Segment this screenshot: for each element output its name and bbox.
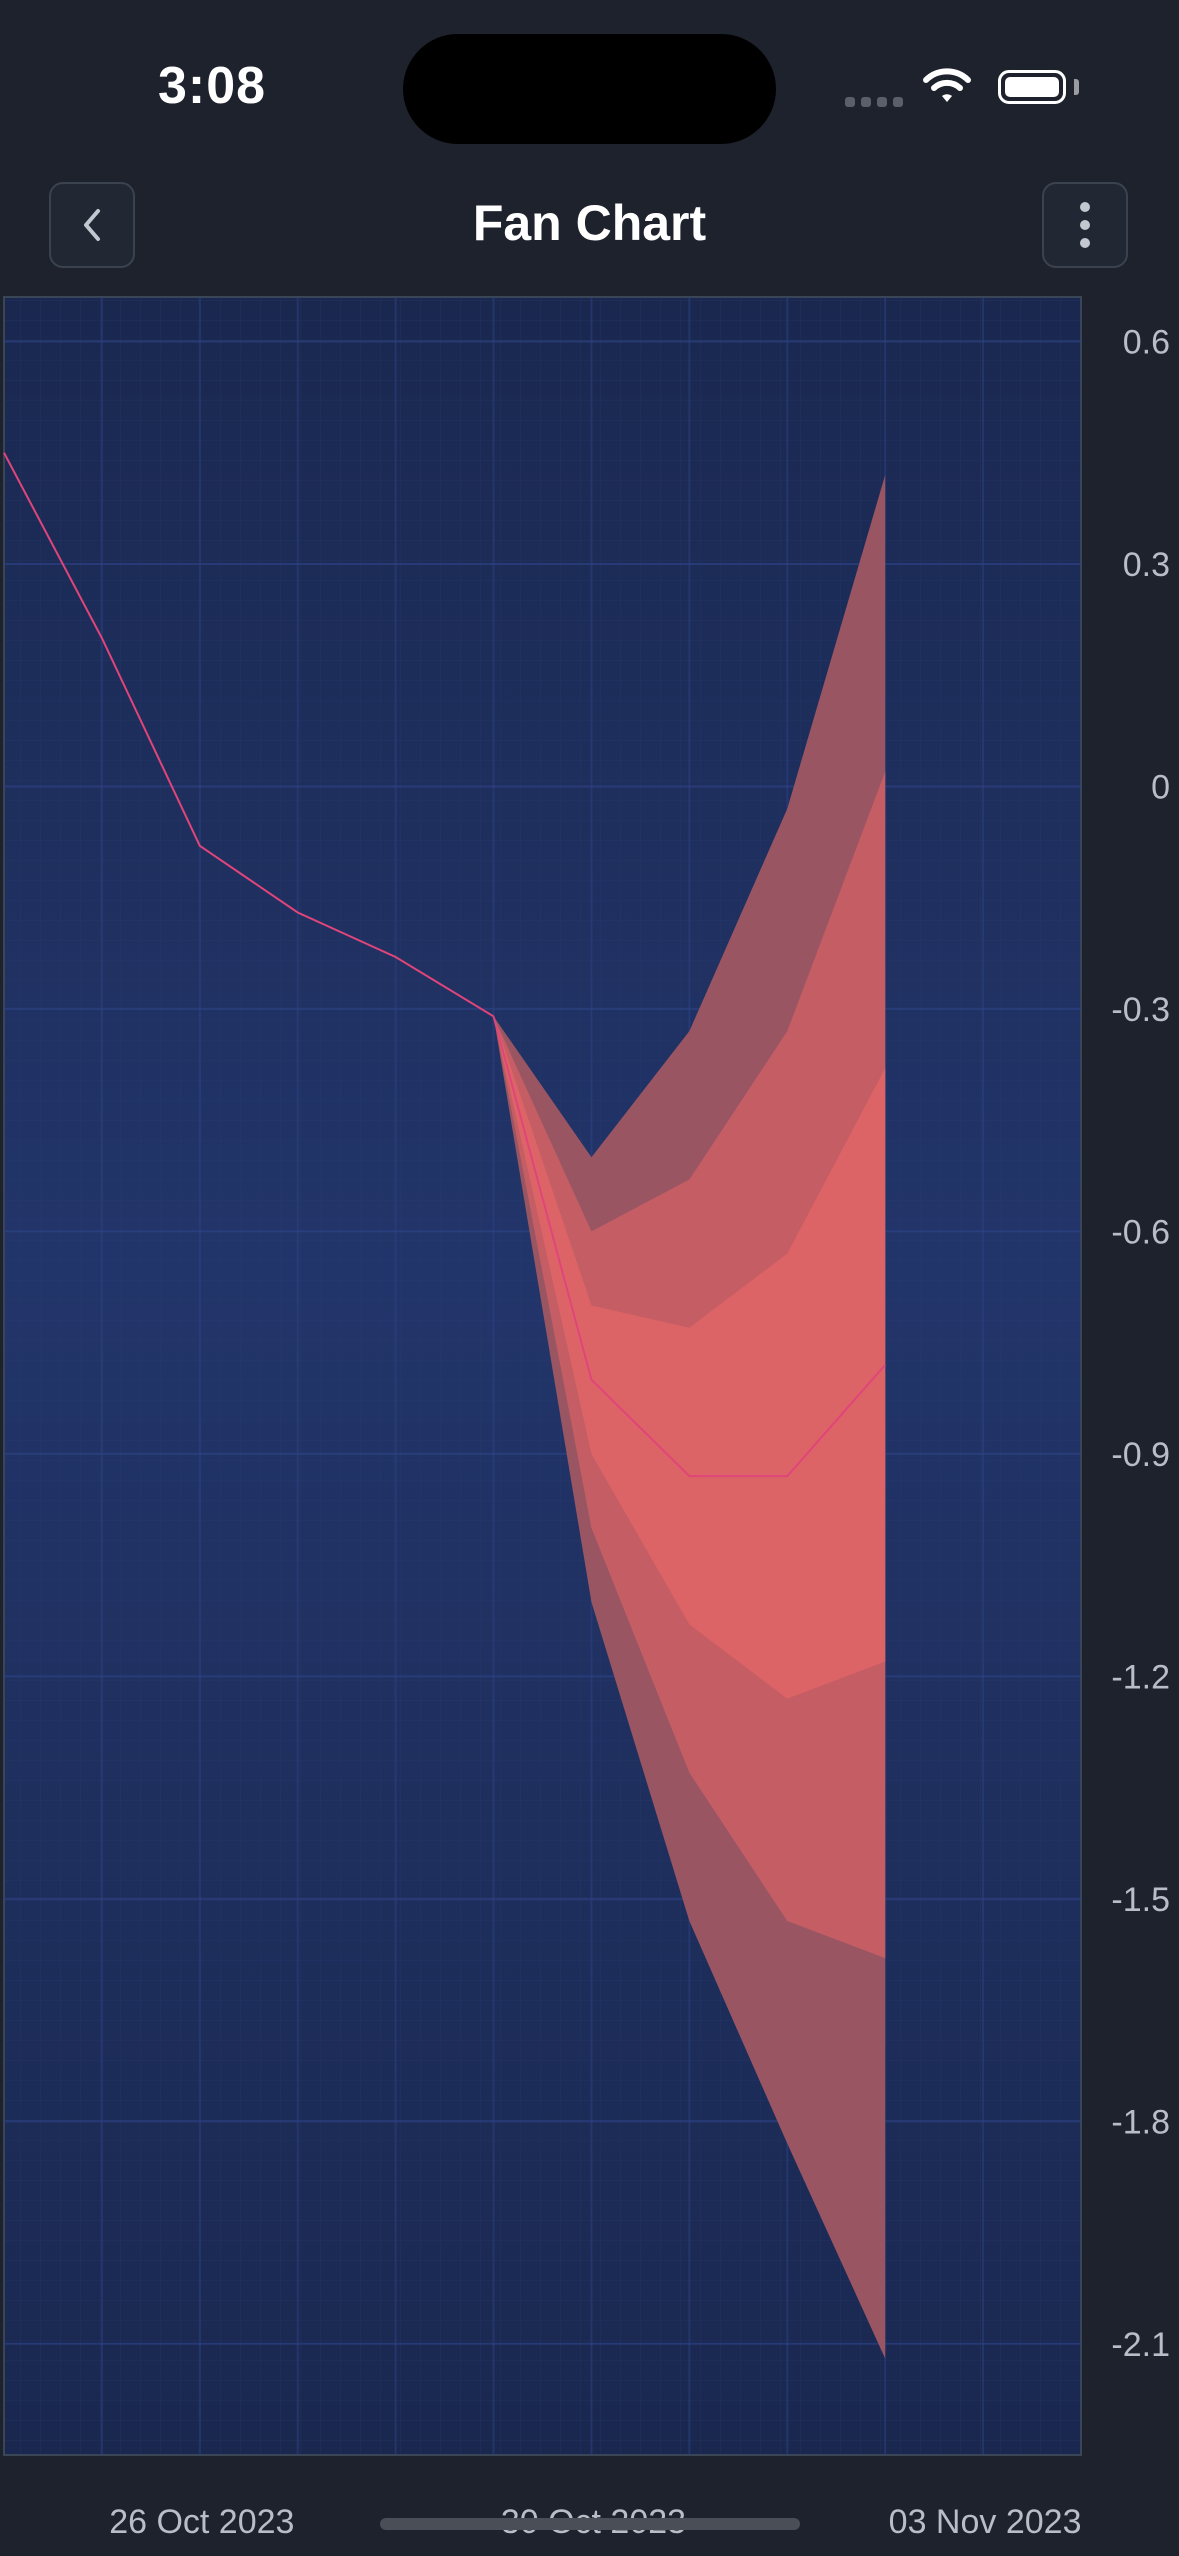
battery-cap bbox=[1074, 79, 1079, 95]
y-tick-label: -1.5 bbox=[1111, 1881, 1170, 1919]
y-tick-label: -1.8 bbox=[1111, 2103, 1170, 2141]
dynamic-island bbox=[403, 34, 776, 144]
cellular-signal-icon bbox=[845, 94, 909, 112]
home-indicator bbox=[380, 2518, 800, 2530]
y-tick-label: 0.3 bbox=[1123, 546, 1170, 584]
y-tick-label: 0.6 bbox=[1123, 323, 1170, 361]
y-tick-label: -1.2 bbox=[1111, 1658, 1170, 1696]
plot-minor-grid bbox=[4, 297, 1081, 2455]
fan-chart[interactable]: 0.6 0.3 0 -0.3 -0.6 -0.9 -1.2 -1.5 -1.8 -2.1 26 O… bbox=[0, 295, 1179, 2556]
back-button[interactable] bbox=[49, 182, 135, 268]
battery-icon bbox=[998, 70, 1066, 104]
navigation-header: Fan Chart bbox=[0, 170, 1179, 295]
wifi-icon bbox=[923, 68, 971, 102]
page-title: Fan Chart bbox=[472, 195, 707, 251]
status-time: 3:08 bbox=[158, 57, 267, 115]
status-bar: 3:08 bbox=[0, 0, 1179, 170]
x-tick-label: 03 Nov 2023 bbox=[889, 2503, 1082, 2541]
y-tick-label: 0 bbox=[1151, 768, 1170, 806]
chevron-left-icon bbox=[84, 209, 100, 241]
series-lines bbox=[3, 452, 886, 1478]
y-tick-label: -0.3 bbox=[1111, 991, 1170, 1029]
y-axis-tick-labels: 0.6 0.3 0 -0.3 -0.6 -0.9 -1.2 -1.5 -1.8 -2.1 bbox=[1111, 323, 1170, 2363]
forecast-median-line bbox=[492, 1016, 886, 1478]
y-tick-label: -0.9 bbox=[1111, 1436, 1170, 1474]
forecast-bands bbox=[493, 474, 886, 2359]
forecast-band-3 bbox=[493, 1016, 886, 1699]
y-tick-label: -0.6 bbox=[1111, 1213, 1170, 1251]
y-tick-label: -2.1 bbox=[1111, 2326, 1170, 2364]
grid-lines bbox=[4, 297, 1081, 2455]
history-series-line bbox=[3, 452, 495, 1018]
x-tick-label: 26 Oct 2023 bbox=[109, 2503, 294, 2541]
more-vertical-icon bbox=[1080, 202, 1090, 248]
more-options-button[interactable] bbox=[1042, 182, 1128, 268]
